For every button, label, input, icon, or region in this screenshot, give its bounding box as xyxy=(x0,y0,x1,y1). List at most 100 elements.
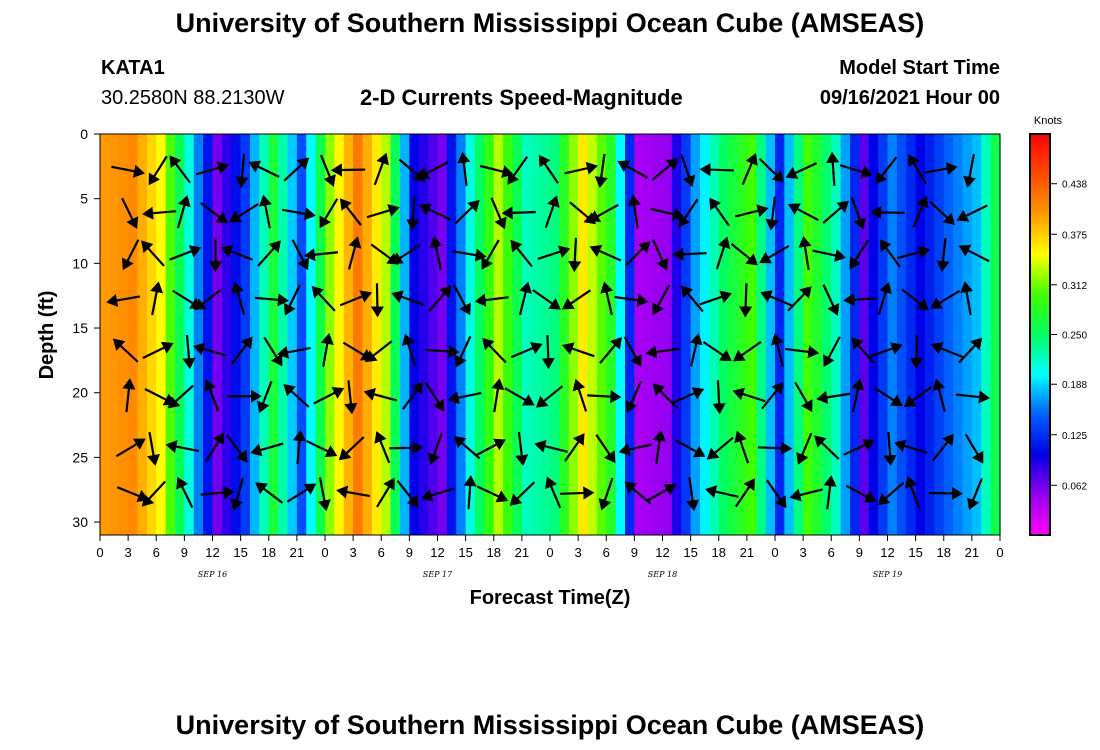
heatmap-cell xyxy=(690,134,701,535)
current-vector xyxy=(706,436,734,460)
current-vector xyxy=(277,345,311,359)
heatmap-cell xyxy=(362,134,373,535)
colorbar-scale xyxy=(1029,133,1051,536)
heatmap-cell xyxy=(700,134,710,535)
current-vector xyxy=(475,438,506,457)
current-vector xyxy=(822,284,840,316)
current-vector xyxy=(645,483,677,502)
current-vector xyxy=(732,340,762,362)
heatmap-cell xyxy=(887,134,898,535)
colorbar-tick-label: 0.062 xyxy=(1062,481,1087,492)
current-vectors-layer xyxy=(106,151,990,512)
current-vector xyxy=(932,378,946,412)
current-vector xyxy=(930,342,963,358)
current-vector xyxy=(814,435,840,460)
current-vector xyxy=(651,158,679,181)
heatmap-cell xyxy=(221,134,232,535)
y-tick-label: 5 xyxy=(80,191,88,207)
current-vector xyxy=(453,284,471,316)
current-vector xyxy=(823,475,837,510)
current-vector xyxy=(396,479,419,508)
current-vector xyxy=(823,336,841,368)
current-vector xyxy=(812,248,847,262)
current-vector xyxy=(912,195,929,228)
current-vector xyxy=(193,342,227,357)
current-vector xyxy=(816,390,851,404)
current-vector xyxy=(699,290,732,306)
current-vector xyxy=(286,483,317,503)
heatmap-cell xyxy=(165,134,176,535)
current-vector xyxy=(787,286,812,312)
current-vector xyxy=(963,153,976,188)
current-vector xyxy=(734,430,750,464)
current-vector xyxy=(231,336,253,365)
current-vector xyxy=(770,333,784,367)
heatmap-cell xyxy=(540,134,551,535)
current-vector xyxy=(645,345,680,359)
current-vector xyxy=(509,481,536,506)
heatmap-cell xyxy=(868,134,879,535)
current-vector xyxy=(739,283,753,318)
heatmap-cell xyxy=(128,134,139,535)
current-vector xyxy=(112,338,139,363)
heatmap-cell xyxy=(812,134,823,535)
current-vector xyxy=(317,477,331,512)
heatmap-cell xyxy=(193,134,204,535)
current-vector xyxy=(545,476,562,509)
current-vector xyxy=(406,196,420,231)
current-vector xyxy=(463,475,477,510)
heatmap-cell xyxy=(325,134,335,535)
current-vector xyxy=(373,152,389,186)
current-vector xyxy=(370,283,384,318)
heatmap-cell xyxy=(503,134,514,535)
current-vector xyxy=(320,333,334,367)
current-vector xyxy=(796,432,813,465)
x-axis-label: Forecast Time(Z) xyxy=(470,587,631,609)
heatmap-cell xyxy=(231,134,242,535)
current-vector xyxy=(534,439,568,453)
heatmap-cell xyxy=(521,134,532,535)
current-vector xyxy=(730,243,759,266)
current-vector xyxy=(491,378,505,413)
current-vector xyxy=(419,203,451,221)
x-tick-label: 0 xyxy=(96,545,103,560)
heatmap-cell xyxy=(268,134,279,535)
x-tick-label: 6 xyxy=(378,545,385,560)
current-vector xyxy=(883,431,897,467)
heatmap-cell xyxy=(662,134,673,535)
current-vector xyxy=(845,484,877,503)
current-vector xyxy=(901,288,929,311)
current-vector xyxy=(572,378,588,412)
current-vector xyxy=(760,290,793,307)
heatmap-cell xyxy=(146,134,157,535)
current-vector xyxy=(402,381,424,410)
current-vector xyxy=(735,478,756,508)
current-vector xyxy=(651,238,669,271)
heatmap-cell xyxy=(550,134,560,535)
heatmap-cell xyxy=(353,134,364,535)
x-tick-label: 9 xyxy=(856,545,863,560)
heatmap-cell xyxy=(446,134,457,535)
current-vector xyxy=(428,285,452,313)
current-vector xyxy=(672,247,707,261)
current-vector xyxy=(195,161,229,176)
heatmap-cell xyxy=(746,134,757,535)
current-vector xyxy=(956,204,988,222)
current-vector xyxy=(167,384,195,409)
colorbar-tick-label: 0.125 xyxy=(1062,431,1087,442)
current-vector xyxy=(258,194,272,229)
current-vector xyxy=(339,290,372,307)
current-vector xyxy=(376,477,395,508)
current-vector xyxy=(363,388,397,402)
current-vector xyxy=(141,240,165,267)
heatmap-cell xyxy=(896,134,907,535)
current-vector xyxy=(229,203,259,223)
current-vector xyxy=(541,334,555,370)
current-vector xyxy=(339,198,362,226)
colorbar-tick-label: 0.250 xyxy=(1062,331,1087,342)
colorbar-tick-label: 0.188 xyxy=(1062,380,1087,391)
x-tick-label: 12 xyxy=(205,545,219,560)
current-vector xyxy=(625,381,642,413)
current-vector xyxy=(870,342,903,358)
